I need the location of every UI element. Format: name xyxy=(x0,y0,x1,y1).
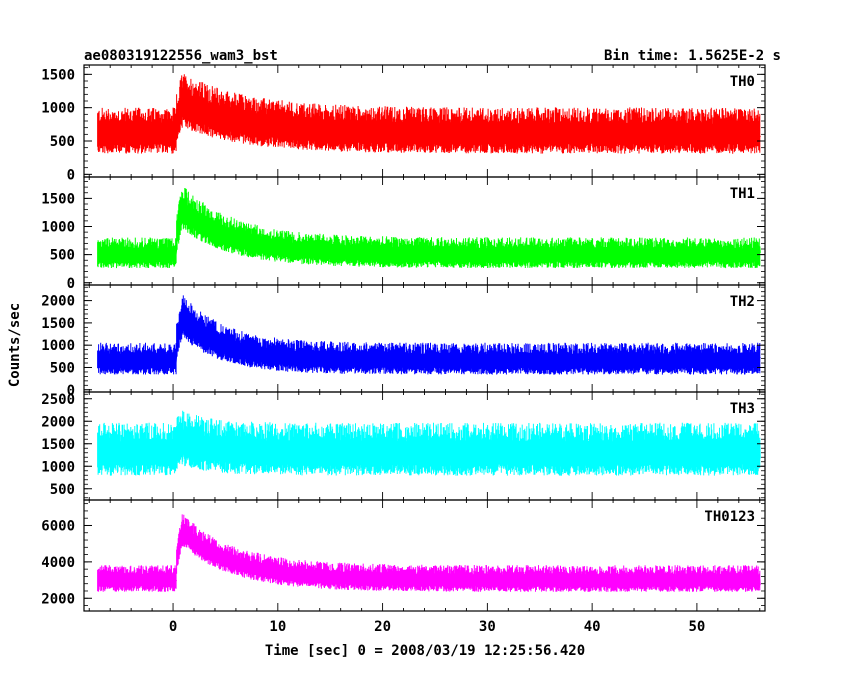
y-tick-label: 2000 xyxy=(41,414,75,430)
x-tick-label: 0 xyxy=(169,619,177,635)
y-tick-label: 4000 xyxy=(41,555,75,571)
series-th3-trace xyxy=(97,410,761,476)
panel-th0123-frame xyxy=(83,499,766,612)
y-tick-label: 1500 xyxy=(41,67,75,83)
panel-th0-label: TH0 xyxy=(730,74,755,90)
series-th2-trace xyxy=(97,295,761,375)
panel-th0123-label: TH0123 xyxy=(704,509,755,525)
y-tick-label: 1000 xyxy=(41,101,75,117)
y-tick-label: 2000 xyxy=(41,591,75,607)
y-tick-label: 500 xyxy=(50,134,75,150)
panel-th2-label: TH2 xyxy=(730,294,755,310)
y-tick-label: 1500 xyxy=(41,437,75,453)
y-axis-title: Counts/sec xyxy=(7,303,23,387)
y-tick-label: 1500 xyxy=(41,191,75,207)
y-tick-label: 500 xyxy=(50,248,75,264)
x-tick-label: 40 xyxy=(584,619,601,635)
x-tick-label: 50 xyxy=(688,619,705,635)
chart-title: ae080319122556_wam3_bst xyxy=(84,48,278,64)
bin-time-label: Bin time: 1.5625E-2 s xyxy=(604,48,781,64)
y-tick-label: 1500 xyxy=(41,316,75,332)
panel-th1-label: TH1 xyxy=(730,186,755,202)
x-tick-label: 20 xyxy=(374,619,391,635)
y-tick-label: 0 xyxy=(67,383,75,399)
series-th0123-trace xyxy=(97,514,761,592)
y-tick-label: 0 xyxy=(67,167,75,183)
y-tick-label: 2500 xyxy=(41,392,75,408)
x-axis-title: Time [sec] 0 = 2008/03/19 12:25:56.420 xyxy=(265,643,585,659)
y-tick-label: 0 xyxy=(67,276,75,292)
y-tick-label: 1000 xyxy=(41,338,75,354)
y-tick-label: 500 xyxy=(50,482,75,498)
series-th0-trace xyxy=(97,74,761,154)
y-tick-label: 2000 xyxy=(41,294,75,310)
y-tick-label: 1000 xyxy=(41,220,75,236)
x-tick-label: 10 xyxy=(269,619,286,635)
y-tick-label: 1000 xyxy=(41,459,75,475)
x-tick-label: 30 xyxy=(479,619,496,635)
y-tick-label: 500 xyxy=(50,360,75,376)
series-th1-trace xyxy=(97,188,761,269)
y-tick-label: 6000 xyxy=(41,518,75,534)
panel-th3-label: TH3 xyxy=(730,401,755,417)
